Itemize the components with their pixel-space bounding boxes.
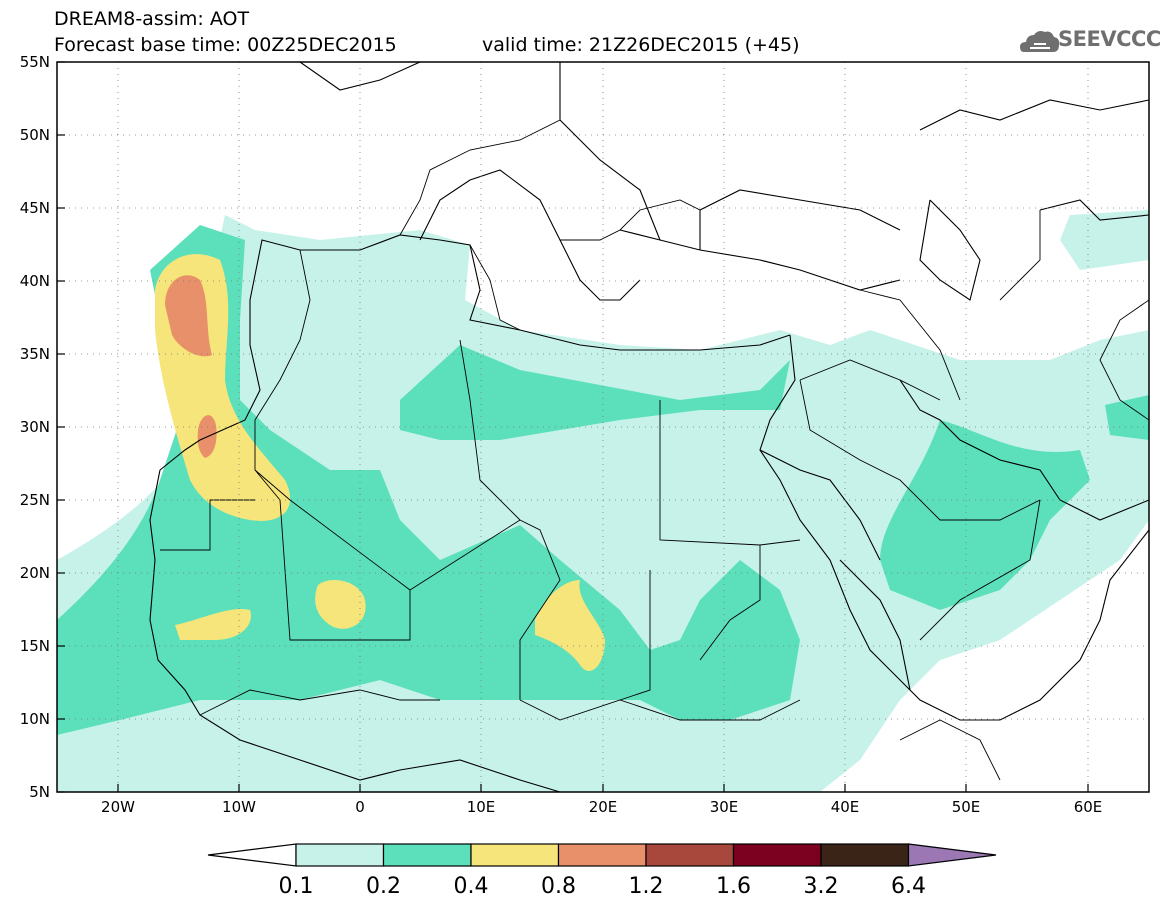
- lat-label: 15N: [20, 637, 50, 655]
- colorbar-low-arrow: [207, 843, 297, 867]
- colorbar-label: 0.2: [366, 874, 401, 899]
- lat-label: 40N: [20, 272, 50, 290]
- forecast-base-time: Forecast base time: 00Z25DEC2015: [54, 34, 397, 56]
- lat-label: 10N: [20, 710, 50, 728]
- lon-label: 40E: [831, 798, 860, 816]
- lon-labels: 20W 10W 0 10E 20E 30E 40E 50E 60E: [101, 798, 1102, 816]
- colorbar-swatch: [645, 843, 735, 867]
- colorbar-swatch: [382, 843, 472, 867]
- colorbar-swatch: [732, 843, 822, 867]
- aot-region-veryhigh: [165, 275, 212, 357]
- colorbar-label: 0.1: [279, 874, 314, 899]
- colorbar-label: 6.4: [891, 874, 926, 899]
- aot-contours: [57, 62, 1149, 792]
- colorbar-label: 1.2: [629, 874, 664, 899]
- colorbar-swatch: [557, 843, 647, 867]
- map-title: DREAM8-assim: AOT: [54, 8, 250, 30]
- lon-label: 60E: [1074, 798, 1103, 816]
- lat-label: 50N: [20, 126, 50, 144]
- aot-region-mid-gulf: [880, 420, 1090, 610]
- lat-labels: 55N 50N 45N 40N 35N 30N 25N 20N 15N 10N …: [20, 53, 50, 801]
- aot-region-high-c: [535, 580, 605, 671]
- axis-ticks: [57, 61, 1089, 793]
- lat-label: 20N: [20, 564, 50, 582]
- aot-region-light-ne: [1060, 210, 1149, 270]
- cloud-logo-icon: [1020, 31, 1060, 52]
- colorbar-high-arrow: [907, 843, 997, 867]
- lon-label: 20W: [101, 798, 135, 816]
- aot-region-mid: [57, 225, 800, 735]
- country-borders: [160, 119, 1149, 781]
- colorbar-label: 1.6: [716, 874, 751, 899]
- lon-label: 30E: [710, 798, 739, 816]
- lon-label: 10E: [467, 798, 496, 816]
- graticule: [57, 62, 1149, 792]
- lat-label: 55N: [20, 53, 50, 71]
- colorbar-swatch: [470, 843, 560, 867]
- coastlines: [149, 62, 1149, 792]
- colorbar-label: 0.8: [541, 874, 576, 899]
- lon-label: 10W: [222, 798, 256, 816]
- lon-label: 50E: [952, 798, 981, 816]
- valid-time: valid time: 21Z26DEC2015 (+45): [482, 34, 800, 56]
- logo-text: SEEVCCC: [1058, 27, 1161, 51]
- lat-label: 35N: [20, 345, 50, 363]
- lat-label: 45N: [20, 199, 50, 217]
- colorbar-swatch: [295, 843, 385, 867]
- aot-region-high-b: [175, 608, 251, 640]
- lon-label: 0: [355, 798, 365, 816]
- lon-label: 20E: [589, 798, 618, 816]
- aot-region-mid-east: [1105, 395, 1149, 440]
- lat-label: 30N: [20, 418, 50, 436]
- colorbar: 0.1 0.2 0.4 0.8 1.2 1.6 3.2 6.4: [207, 843, 997, 899]
- aot-region-high-a: [315, 580, 366, 629]
- colorbar-label: 0.4: [454, 874, 489, 899]
- lat-label: 5N: [29, 783, 50, 801]
- aot-region-mid-north: [400, 345, 790, 440]
- colorbar-swatch: [820, 843, 910, 867]
- lat-label: 25N: [20, 491, 50, 509]
- colorbar-label: 3.2: [804, 874, 839, 899]
